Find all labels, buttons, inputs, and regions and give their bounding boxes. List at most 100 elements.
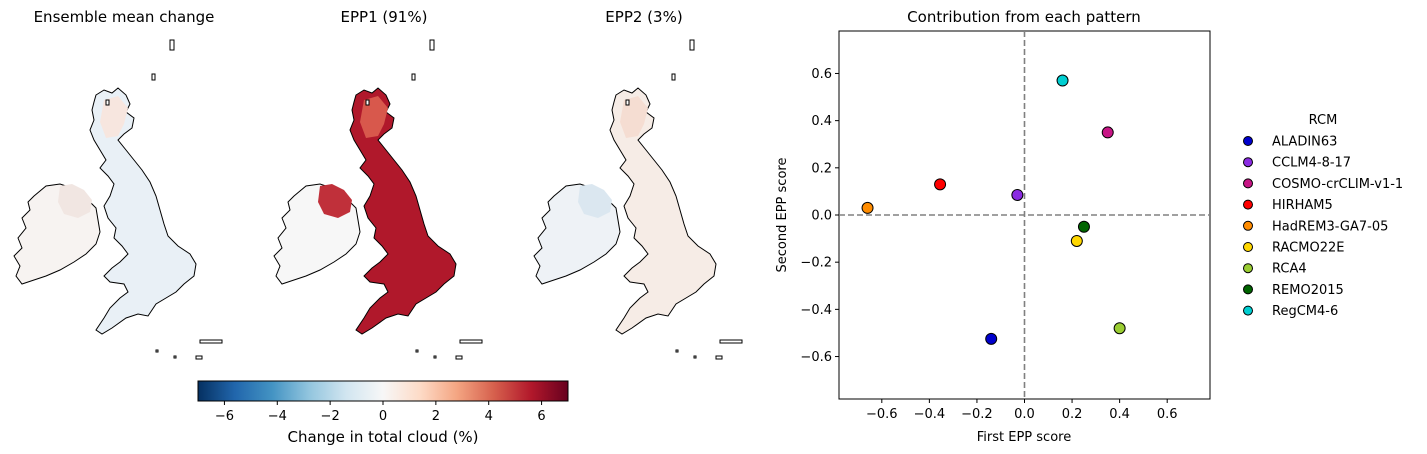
data-point (1113, 322, 1126, 335)
map-panel: EPP2 (3%) (533, 8, 743, 360)
colorbar-tick-label: 6 (537, 409, 545, 424)
legend-item: HadREM3-GA7-05 (1243, 219, 1388, 234)
x-tick-label: 0.2 (1062, 407, 1083, 422)
colorbar-tick-label: −6 (215, 409, 234, 424)
legend-item: ALADIN63 (1243, 135, 1337, 150)
data-point (1070, 234, 1083, 247)
legend-marker (1243, 220, 1253, 231)
colorbar: −6 −4 −2 0 2 4 6 Change in total cloud (%) (197, 380, 569, 446)
island-outline (365, 99, 370, 106)
island-outline (105, 99, 110, 106)
colorbar-tick-label: −4 (268, 409, 287, 424)
legend-marker (1243, 136, 1253, 146)
island-outline (689, 39, 695, 51)
map-panel-title: EPP1 (91%) (341, 8, 428, 26)
scotland-shading (620, 96, 648, 138)
legend-item: HIRHAM5 (1243, 198, 1333, 213)
y-tick-label: 0.0 (811, 209, 832, 224)
legend-item: REMO2015 (1243, 283, 1344, 298)
legend-marker (1243, 263, 1253, 274)
legend-label: ALADIN63 (1272, 135, 1337, 150)
y-tick-label: 0.4 (811, 114, 832, 129)
map-panel: EPP1 (91%) (273, 8, 483, 360)
island-outline (173, 355, 177, 359)
island-outline (199, 339, 223, 344)
island-outline (169, 39, 175, 51)
colorbar-gradient (197, 380, 569, 402)
map-panel: Ensemble mean change (13, 8, 223, 360)
scatter-chart: Contribution from each pattern −0.6 −0.4 −… (775, 8, 1403, 445)
reference-lines (839, 31, 1210, 399)
island-outline (693, 355, 697, 359)
legend-label: RACMO22E (1272, 241, 1344, 256)
legend-label: RegCM4-6 (1272, 304, 1338, 319)
island-outline (415, 349, 419, 353)
legend-label: HadREM3-GA7-05 (1272, 219, 1388, 234)
x-tick-label: −0.2 (961, 407, 993, 422)
island-outline (675, 349, 679, 353)
x-tick-label: −0.6 (866, 407, 898, 422)
island-outline (671, 73, 676, 81)
colorbar-tick-label: 2 (432, 409, 440, 424)
legend-item: COSMO-crCLIM-v1-1 (1243, 177, 1403, 192)
data-point (1011, 188, 1024, 201)
legend: RCM ALADIN63 CCLM4-8-17 COSMO-crCLIM-v1-1 H… (1243, 113, 1403, 319)
data-point (934, 178, 947, 191)
data-points (861, 74, 1126, 345)
scotland-shading (360, 96, 388, 138)
data-point (861, 201, 874, 214)
y-tick-label: −0.6 (800, 350, 832, 365)
colorbar-label: Change in total cloud (%) (287, 428, 478, 446)
legend-marker (1243, 242, 1253, 252)
y-tick-label: −0.2 (800, 256, 832, 271)
axis-ticks: −0.6 −0.4 −0.2 0.0 0.2 0.4 0.6 −0.6 −0.4 −0.2 0.0 0… (800, 67, 1177, 422)
chart-title: Contribution from each pattern (907, 8, 1141, 26)
map-panels: Ensemble mean change EPP1 (91%) EPP2 (3%) (13, 8, 743, 360)
map-panel-title: EPP2 (3%) (605, 8, 682, 26)
legend-item: CCLM4-8-17 (1243, 156, 1351, 171)
northern-ireland-shading (578, 184, 612, 218)
island-outline (151, 73, 156, 81)
x-tick-label: 0.4 (1109, 407, 1130, 422)
x-tick-label: 0.0 (1014, 407, 1035, 422)
y-tick-label: 0.2 (811, 161, 832, 176)
legend-item: RCA4 (1243, 262, 1307, 277)
x-axis-label: First EPP score (977, 430, 1071, 445)
legend-marker (1243, 157, 1253, 168)
data-point (1077, 220, 1090, 233)
map-panel-title: Ensemble mean change (34, 8, 215, 26)
northern-ireland-shading (58, 184, 92, 218)
legend-marker (1243, 305, 1253, 316)
island-outline (433, 355, 437, 359)
island-outline (459, 339, 483, 344)
island-outline (455, 355, 463, 360)
legend-label: COSMO-crCLIM-v1-1 (1272, 177, 1403, 192)
legend-marker (1243, 284, 1253, 295)
legend-marker (1243, 178, 1253, 189)
colorbar-tick-label: −2 (321, 409, 340, 424)
legend-title: RCM (1309, 113, 1338, 128)
data-point (1056, 74, 1069, 87)
legend-marker (1243, 199, 1253, 210)
colorbar-ticks: −6 −4 −2 0 2 4 6 (215, 401, 546, 424)
island-outline (715, 355, 723, 360)
northern-ireland-shading (318, 184, 352, 218)
data-point (985, 332, 998, 345)
island-outline (411, 73, 416, 81)
island-outline (195, 355, 203, 360)
legend-item: RegCM4-6 (1243, 304, 1338, 319)
x-tick-label: 0.6 (1157, 407, 1178, 422)
island-outline (719, 339, 743, 344)
colorbar-tick-label: 0 (379, 409, 387, 424)
legend-item: RACMO22E (1243, 241, 1344, 256)
legend-label: RCA4 (1272, 262, 1307, 277)
scotland-shading (100, 96, 128, 138)
y-tick-label: 0.6 (811, 67, 832, 82)
legend-label: HIRHAM5 (1272, 198, 1333, 213)
island-outline (625, 99, 630, 106)
colorbar-tick-label: 4 (485, 409, 493, 424)
data-point (1101, 126, 1114, 139)
island-outline (155, 349, 159, 353)
y-tick-label: −0.4 (800, 303, 832, 318)
